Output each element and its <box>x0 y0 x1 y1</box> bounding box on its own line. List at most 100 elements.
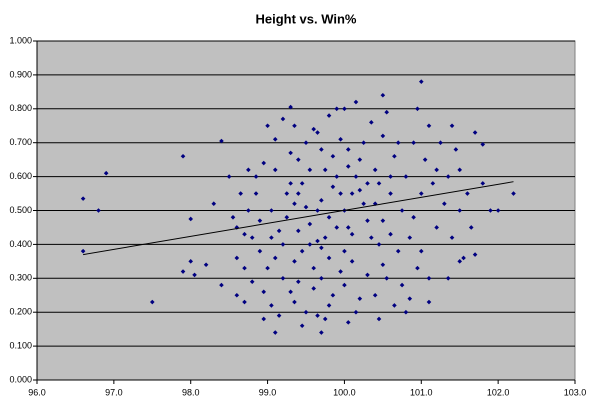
point <box>457 167 463 173</box>
point <box>372 292 378 298</box>
point <box>242 231 247 237</box>
point <box>246 167 251 173</box>
point <box>242 299 247 305</box>
point <box>380 218 386 223</box>
point <box>322 316 328 322</box>
point <box>307 242 313 247</box>
point <box>315 130 320 135</box>
point <box>442 201 447 207</box>
point <box>261 316 267 322</box>
point <box>445 174 451 179</box>
point <box>242 265 247 271</box>
point <box>253 174 259 179</box>
point <box>192 272 197 278</box>
point <box>415 265 420 271</box>
point <box>357 296 363 301</box>
point <box>426 299 432 305</box>
point <box>495 208 501 213</box>
point <box>326 303 332 308</box>
point <box>380 133 386 139</box>
point <box>361 140 366 145</box>
point <box>453 147 459 152</box>
point <box>303 309 309 315</box>
point <box>353 99 359 105</box>
point <box>345 320 351 325</box>
x-tick-label: 96.0 <box>28 387 46 397</box>
point <box>395 248 401 254</box>
point <box>376 181 382 186</box>
point <box>315 238 320 244</box>
point <box>468 225 474 230</box>
point <box>307 221 313 227</box>
y-tick-label: 0.300 <box>9 273 32 283</box>
point <box>342 282 347 288</box>
point <box>226 174 232 179</box>
point <box>288 104 293 110</box>
point <box>203 262 209 268</box>
point <box>411 214 416 220</box>
point <box>319 147 324 152</box>
point <box>234 255 240 261</box>
point <box>338 137 343 142</box>
point <box>334 106 340 112</box>
point <box>303 204 309 210</box>
point <box>403 174 409 179</box>
point <box>465 191 470 196</box>
point <box>392 153 397 159</box>
point <box>296 157 301 162</box>
point <box>280 242 286 247</box>
point <box>338 191 343 196</box>
point <box>103 170 109 176</box>
point <box>384 109 389 115</box>
point <box>326 255 332 261</box>
point <box>430 181 436 186</box>
x-tick-label: 97.0 <box>105 387 123 397</box>
point <box>361 201 366 207</box>
x-tick-label: 99.0 <box>259 387 277 397</box>
y-tick-label: 0.600 <box>9 171 32 181</box>
point <box>380 262 386 268</box>
point <box>388 231 393 237</box>
point <box>284 191 290 196</box>
point <box>488 208 493 213</box>
point <box>149 299 155 305</box>
point <box>334 174 340 179</box>
point <box>311 126 316 132</box>
point <box>369 235 374 240</box>
point <box>276 313 282 318</box>
point <box>180 269 186 274</box>
point <box>511 191 516 196</box>
point <box>257 248 263 254</box>
point <box>272 330 278 335</box>
point <box>322 167 328 173</box>
y-tick-label: 0.100 <box>9 340 32 350</box>
point <box>426 123 432 129</box>
point <box>96 208 101 213</box>
point <box>418 248 424 254</box>
point <box>322 235 328 240</box>
point <box>188 259 194 264</box>
y-tick-label: 0.500 <box>9 205 32 215</box>
x-tick-label: 101.0 <box>410 387 433 397</box>
point <box>480 181 486 186</box>
point <box>449 235 455 240</box>
point <box>338 269 343 274</box>
point <box>376 242 382 247</box>
point <box>315 208 320 213</box>
point <box>353 309 359 315</box>
point <box>480 142 486 147</box>
point <box>388 174 393 179</box>
point <box>418 79 424 84</box>
point <box>345 164 351 169</box>
point <box>230 214 236 220</box>
point <box>330 153 336 159</box>
point <box>372 167 378 173</box>
point <box>261 289 267 295</box>
point <box>407 235 413 240</box>
point <box>345 225 351 230</box>
point <box>326 214 332 220</box>
point <box>461 255 466 261</box>
point <box>392 303 397 308</box>
point <box>319 276 324 281</box>
point <box>407 296 413 301</box>
